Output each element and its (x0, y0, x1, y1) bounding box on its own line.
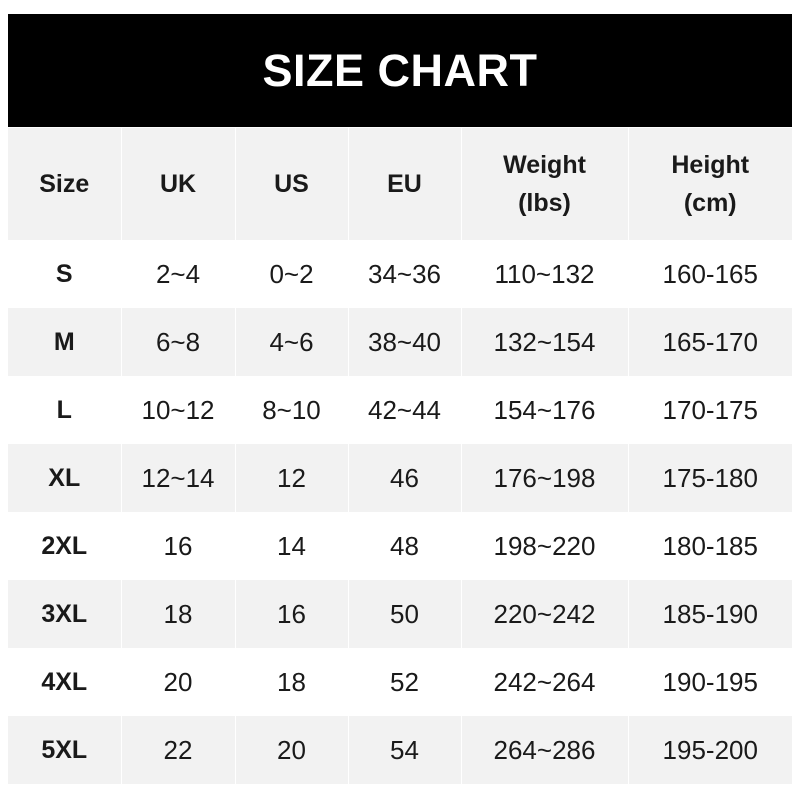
header-weight: Weight (lbs) (460, 128, 628, 240)
cell-size: L (8, 376, 121, 444)
cell-eu: 48 (347, 512, 461, 580)
table-row: S 2~4 0~2 34~36 110~132 160-165 (8, 240, 792, 308)
cell-weight: 154~176 (460, 376, 628, 444)
cell-height: 190-195 (627, 648, 792, 716)
cell-uk: 2~4 (120, 240, 235, 308)
cell-eu: 52 (347, 648, 461, 716)
header-size: Size (8, 128, 121, 240)
header-weight-line2: (lbs) (518, 189, 571, 217)
cell-weight: 220~242 (460, 580, 628, 648)
cell-size: 4XL (8, 648, 121, 716)
cell-us: 8~10 (234, 376, 348, 444)
table-row: 4XL 20 18 52 242~264 190-195 (8, 648, 792, 716)
cell-uk: 20 (120, 648, 235, 716)
cell-uk: 6~8 (120, 308, 235, 376)
cell-size: 2XL (8, 512, 121, 580)
cell-uk: 16 (120, 512, 235, 580)
cell-height: 175-180 (627, 444, 792, 512)
cell-eu: 46 (347, 444, 461, 512)
cell-uk: 22 (120, 716, 235, 784)
cell-eu: 50 (347, 580, 461, 648)
cell-us: 16 (234, 580, 348, 648)
table-row: 5XL 22 20 54 264~286 195-200 (8, 716, 792, 784)
cell-height: 185-190 (627, 580, 792, 648)
header-uk: UK (120, 128, 235, 240)
cell-size: M (8, 308, 121, 376)
size-chart-table: Size UK US EU Weight (lbs) Height (cm) S 2~… (8, 128, 792, 784)
cell-size: 3XL (8, 580, 121, 648)
cell-uk: 18 (120, 580, 235, 648)
cell-eu: 42~44 (347, 376, 461, 444)
header-height-line2: (cm) (683, 189, 737, 217)
cell-us: 20 (234, 716, 348, 784)
cell-height: 180-185 (627, 512, 792, 580)
cell-us: 4~6 (234, 308, 348, 376)
page-title: SIZE CHART (262, 44, 538, 96)
table-row: M 6~8 4~6 38~40 132~154 165-170 (8, 308, 792, 376)
header-eu: EU (347, 128, 461, 240)
table-row: 3XL 18 16 50 220~242 185-190 (8, 580, 792, 648)
header-height: Height (cm) (627, 128, 792, 240)
table-row: 2XL 16 14 48 198~220 180-185 (8, 512, 792, 580)
cell-us: 0~2 (234, 240, 348, 308)
cell-eu: 38~40 (347, 308, 461, 376)
header-row: Size UK US EU Weight (lbs) Height (cm) (8, 128, 792, 240)
cell-uk: 10~12 (120, 376, 235, 444)
header-us: US (234, 128, 348, 240)
cell-height: 195-200 (627, 716, 792, 784)
header-weight-line1: Weight (503, 151, 586, 179)
cell-weight: 264~286 (460, 716, 628, 784)
cell-eu: 34~36 (347, 240, 461, 308)
cell-weight: 110~132 (460, 240, 628, 308)
cell-weight: 132~154 (460, 308, 628, 376)
cell-size: 5XL (8, 716, 121, 784)
cell-size: XL (8, 444, 121, 512)
title-banner: SIZE CHART (8, 14, 792, 127)
cell-weight: 176~198 (460, 444, 628, 512)
cell-weight: 198~220 (460, 512, 628, 580)
header-height-line1: Height (671, 151, 750, 179)
cell-height: 165-170 (627, 308, 792, 376)
cell-eu: 54 (347, 716, 461, 784)
cell-us: 18 (234, 648, 348, 716)
cell-us: 14 (234, 512, 348, 580)
cell-us: 12 (234, 444, 348, 512)
cell-weight: 242~264 (460, 648, 628, 716)
cell-uk: 12~14 (120, 444, 235, 512)
table-row: XL 12~14 12 46 176~198 175-180 (8, 444, 792, 512)
cell-size: S (8, 240, 121, 308)
cell-height: 160-165 (627, 240, 792, 308)
table-row: L 10~12 8~10 42~44 154~176 170-175 (8, 376, 792, 444)
cell-height: 170-175 (627, 376, 792, 444)
